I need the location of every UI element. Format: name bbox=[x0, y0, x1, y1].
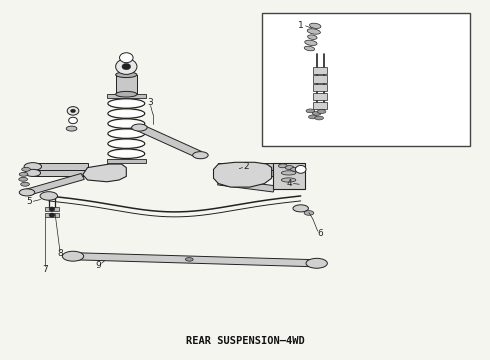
Ellipse shape bbox=[62, 251, 84, 261]
Bar bbox=[45, 207, 59, 211]
Ellipse shape bbox=[109, 151, 144, 157]
Polygon shape bbox=[219, 163, 274, 170]
Ellipse shape bbox=[278, 164, 287, 168]
Polygon shape bbox=[25, 174, 84, 195]
Text: 6: 6 bbox=[317, 229, 323, 238]
Ellipse shape bbox=[109, 141, 144, 147]
Ellipse shape bbox=[306, 109, 315, 113]
Text: 7: 7 bbox=[43, 265, 49, 274]
Ellipse shape bbox=[304, 211, 314, 215]
Ellipse shape bbox=[19, 189, 35, 196]
Ellipse shape bbox=[24, 163, 42, 170]
Bar bbox=[116, 75, 137, 94]
Bar bbox=[313, 67, 327, 74]
Ellipse shape bbox=[308, 35, 317, 39]
Bar bbox=[45, 213, 59, 217]
Ellipse shape bbox=[109, 100, 144, 107]
Ellipse shape bbox=[291, 167, 299, 171]
Ellipse shape bbox=[25, 169, 41, 176]
Polygon shape bbox=[218, 179, 275, 192]
Ellipse shape bbox=[66, 126, 77, 131]
Bar bbox=[107, 159, 146, 163]
Ellipse shape bbox=[109, 121, 144, 127]
Ellipse shape bbox=[22, 167, 30, 171]
Circle shape bbox=[122, 63, 131, 70]
Ellipse shape bbox=[281, 178, 296, 182]
Text: 4: 4 bbox=[287, 179, 293, 188]
Polygon shape bbox=[219, 170, 274, 176]
Polygon shape bbox=[33, 163, 88, 170]
Bar bbox=[313, 84, 327, 91]
Ellipse shape bbox=[19, 172, 28, 176]
Ellipse shape bbox=[310, 23, 321, 28]
Ellipse shape bbox=[21, 182, 29, 186]
Text: 5: 5 bbox=[26, 198, 32, 207]
Text: 2: 2 bbox=[243, 162, 249, 171]
Polygon shape bbox=[137, 125, 201, 157]
Circle shape bbox=[295, 166, 306, 173]
Ellipse shape bbox=[305, 40, 317, 45]
Ellipse shape bbox=[109, 131, 144, 137]
Bar bbox=[313, 76, 327, 82]
Polygon shape bbox=[214, 162, 271, 187]
Ellipse shape bbox=[109, 111, 144, 117]
Text: REAR SUSPENSION–4WD: REAR SUSPENSION–4WD bbox=[186, 336, 304, 346]
Ellipse shape bbox=[315, 116, 323, 120]
Ellipse shape bbox=[281, 171, 296, 175]
Ellipse shape bbox=[185, 258, 193, 261]
Ellipse shape bbox=[317, 110, 326, 113]
Circle shape bbox=[71, 109, 75, 113]
Ellipse shape bbox=[116, 91, 137, 97]
Bar bbox=[107, 94, 146, 99]
Ellipse shape bbox=[312, 111, 321, 115]
Ellipse shape bbox=[40, 192, 57, 200]
Ellipse shape bbox=[306, 258, 327, 268]
Polygon shape bbox=[83, 164, 126, 182]
Ellipse shape bbox=[293, 205, 309, 212]
Circle shape bbox=[120, 53, 133, 63]
Text: 3: 3 bbox=[147, 98, 153, 107]
Polygon shape bbox=[33, 170, 88, 176]
Ellipse shape bbox=[19, 177, 27, 181]
Ellipse shape bbox=[304, 46, 315, 51]
Ellipse shape bbox=[285, 166, 294, 170]
Polygon shape bbox=[73, 253, 317, 267]
Bar bbox=[273, 163, 305, 189]
Text: 9: 9 bbox=[96, 261, 101, 270]
Ellipse shape bbox=[132, 124, 147, 131]
Ellipse shape bbox=[193, 152, 208, 159]
Circle shape bbox=[69, 117, 77, 123]
Ellipse shape bbox=[309, 115, 317, 119]
Circle shape bbox=[49, 213, 55, 217]
Bar bbox=[262, 13, 470, 146]
Bar bbox=[313, 93, 327, 100]
Circle shape bbox=[49, 207, 55, 211]
Ellipse shape bbox=[116, 72, 137, 77]
Text: 1: 1 bbox=[298, 21, 304, 30]
Text: 8: 8 bbox=[57, 249, 63, 258]
Bar bbox=[313, 102, 327, 109]
Ellipse shape bbox=[307, 29, 320, 34]
Circle shape bbox=[116, 59, 137, 75]
Circle shape bbox=[67, 107, 79, 115]
